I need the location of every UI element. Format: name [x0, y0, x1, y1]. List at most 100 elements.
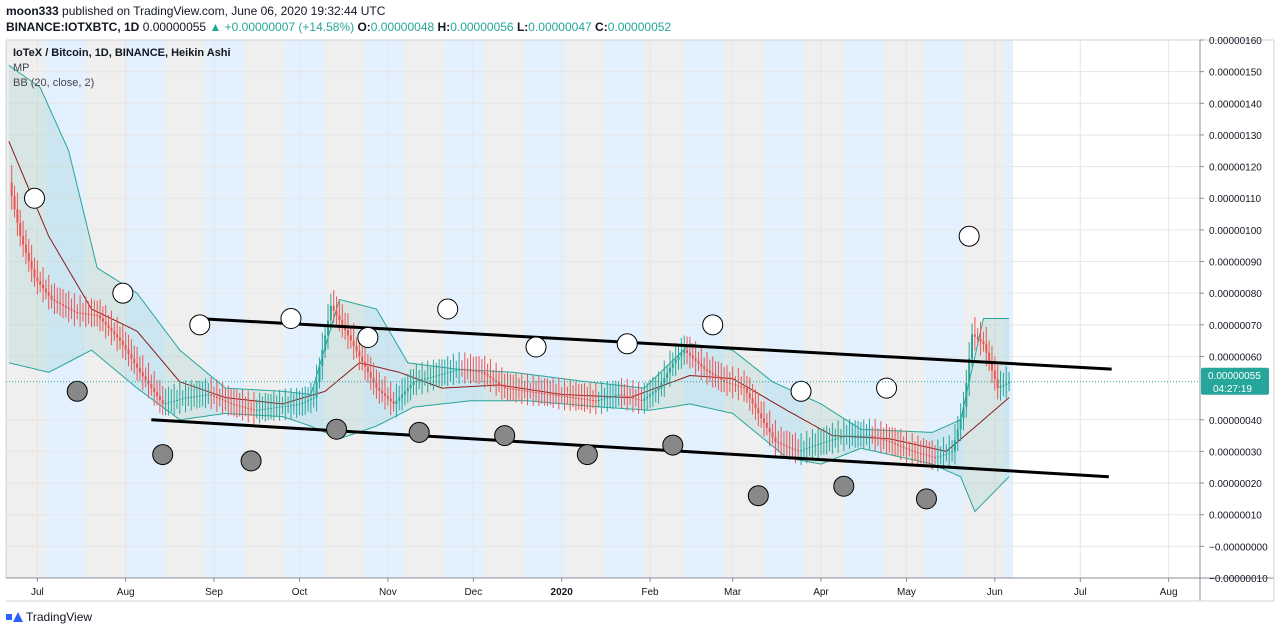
- candle-body: [124, 345, 127, 350]
- candle-body: [614, 395, 617, 397]
- candle-body: [164, 403, 167, 405]
- candle-body: [931, 456, 934, 458]
- candle-body: [44, 288, 47, 293]
- bollinger-bands: [8, 64, 1010, 513]
- chart-background: [6, 40, 1200, 578]
- footer-brand[interactable]: TradingView: [6, 610, 92, 624]
- candle-body: [101, 318, 104, 322]
- candle-body: [894, 443, 897, 445]
- y-tick-label: 0.00000090: [1209, 258, 1262, 269]
- y-tick-label: 0.00000070: [1209, 321, 1262, 332]
- session-stripe: [205, 40, 246, 578]
- candle-body: [315, 381, 318, 398]
- candle-body: [475, 371, 478, 373]
- candle-body: [808, 447, 811, 449]
- candle-body: [173, 400, 176, 402]
- candle-body: [606, 397, 609, 399]
- candle-body: [99, 315, 102, 319]
- session-stripe: [764, 40, 804, 578]
- candle-body: [694, 358, 697, 361]
- filled-circle-marker: [240, 450, 262, 472]
- candle-body: [916, 452, 919, 454]
- candle-body: [210, 394, 213, 396]
- candle-body: [492, 378, 495, 381]
- candle-body: [295, 404, 298, 406]
- candle-body: [982, 341, 985, 344]
- author-name[interactable]: moon333: [6, 4, 59, 18]
- close-value: 0.00000052: [607, 20, 672, 34]
- candle-body: [768, 427, 771, 433]
- candle-body: [130, 354, 133, 359]
- legend-title[interactable]: IoTeX / Bitcoin, 1D, BINANCE, Heikin Ash…: [13, 47, 231, 59]
- filled-circle-marker: [152, 444, 174, 466]
- candle-body: [138, 367, 141, 373]
- candle-body: [882, 439, 885, 441]
- open-circle-marker: [958, 225, 980, 247]
- candle-body: [703, 366, 706, 370]
- candle-body: [90, 314, 93, 316]
- candle-body: [241, 406, 244, 408]
- candle-body: [537, 392, 540, 394]
- y-tick-label: 0.00000100: [1209, 226, 1262, 237]
- candle-body: [230, 402, 233, 404]
- candle-body: [512, 388, 515, 390]
- candle-body: [267, 408, 270, 410]
- legend-indicator-mp[interactable]: MP: [13, 62, 30, 74]
- x-tick-label: Apr: [813, 587, 829, 598]
- candles: [10, 165, 1011, 472]
- candle-body: [973, 334, 976, 337]
- candle-body: [432, 376, 435, 378]
- session-stripe: [6, 40, 46, 578]
- candle-body: [945, 453, 948, 455]
- candle-body: [389, 398, 392, 402]
- candle-body: [691, 355, 694, 359]
- filled-circle-marker: [408, 421, 430, 443]
- session-stripe: [365, 40, 405, 578]
- candle-body: [757, 408, 760, 414]
- legend-indicator-bb[interactable]: BB (20, close, 2): [13, 77, 95, 89]
- candle-body: [942, 454, 945, 456]
- candle-body: [429, 377, 432, 379]
- x-tick-label: Dec: [464, 587, 482, 598]
- candle-body: [814, 445, 817, 447]
- candle-body: [13, 195, 16, 210]
- trendlines: [151, 316, 1112, 479]
- candle-body: [110, 327, 113, 332]
- candle-body: [720, 378, 723, 380]
- bollinger-fill: [8, 65, 1010, 512]
- x-tick-label: Oct: [292, 587, 308, 598]
- bollinger-upper-line: [8, 64, 1010, 433]
- candle-body: [338, 315, 341, 321]
- candle-body: [868, 435, 871, 437]
- candle-body: [198, 395, 201, 397]
- high-label: H:: [437, 20, 451, 34]
- candle-body: [925, 454, 928, 456]
- candle-body: [361, 356, 364, 362]
- candle-body: [617, 394, 620, 396]
- candle-body: [372, 377, 375, 383]
- candle-body: [503, 386, 506, 389]
- candle-body: [951, 451, 954, 453]
- filled-circle-marker: [576, 444, 598, 466]
- filled-circle-marker: [747, 485, 769, 507]
- session-stripe: [564, 40, 605, 578]
- candle-body: [19, 222, 22, 237]
- candle-body: [121, 340, 124, 346]
- candle-body: [677, 356, 680, 360]
- candle-body: [646, 396, 649, 399]
- candle-body: [535, 392, 538, 394]
- candle-body: [107, 324, 110, 328]
- candle-body: [908, 449, 911, 451]
- candle-body: [486, 374, 489, 377]
- candle-body: [748, 393, 751, 399]
- session-stripe: [963, 40, 1004, 578]
- candle-body: [460, 369, 463, 371]
- candle-body: [831, 439, 834, 441]
- candle-body: [384, 393, 386, 397]
- candle-body: [788, 446, 791, 448]
- candle-body: [717, 376, 720, 379]
- candle-body: [386, 396, 389, 399]
- candle-body: [589, 399, 592, 401]
- candle-body: [574, 397, 577, 399]
